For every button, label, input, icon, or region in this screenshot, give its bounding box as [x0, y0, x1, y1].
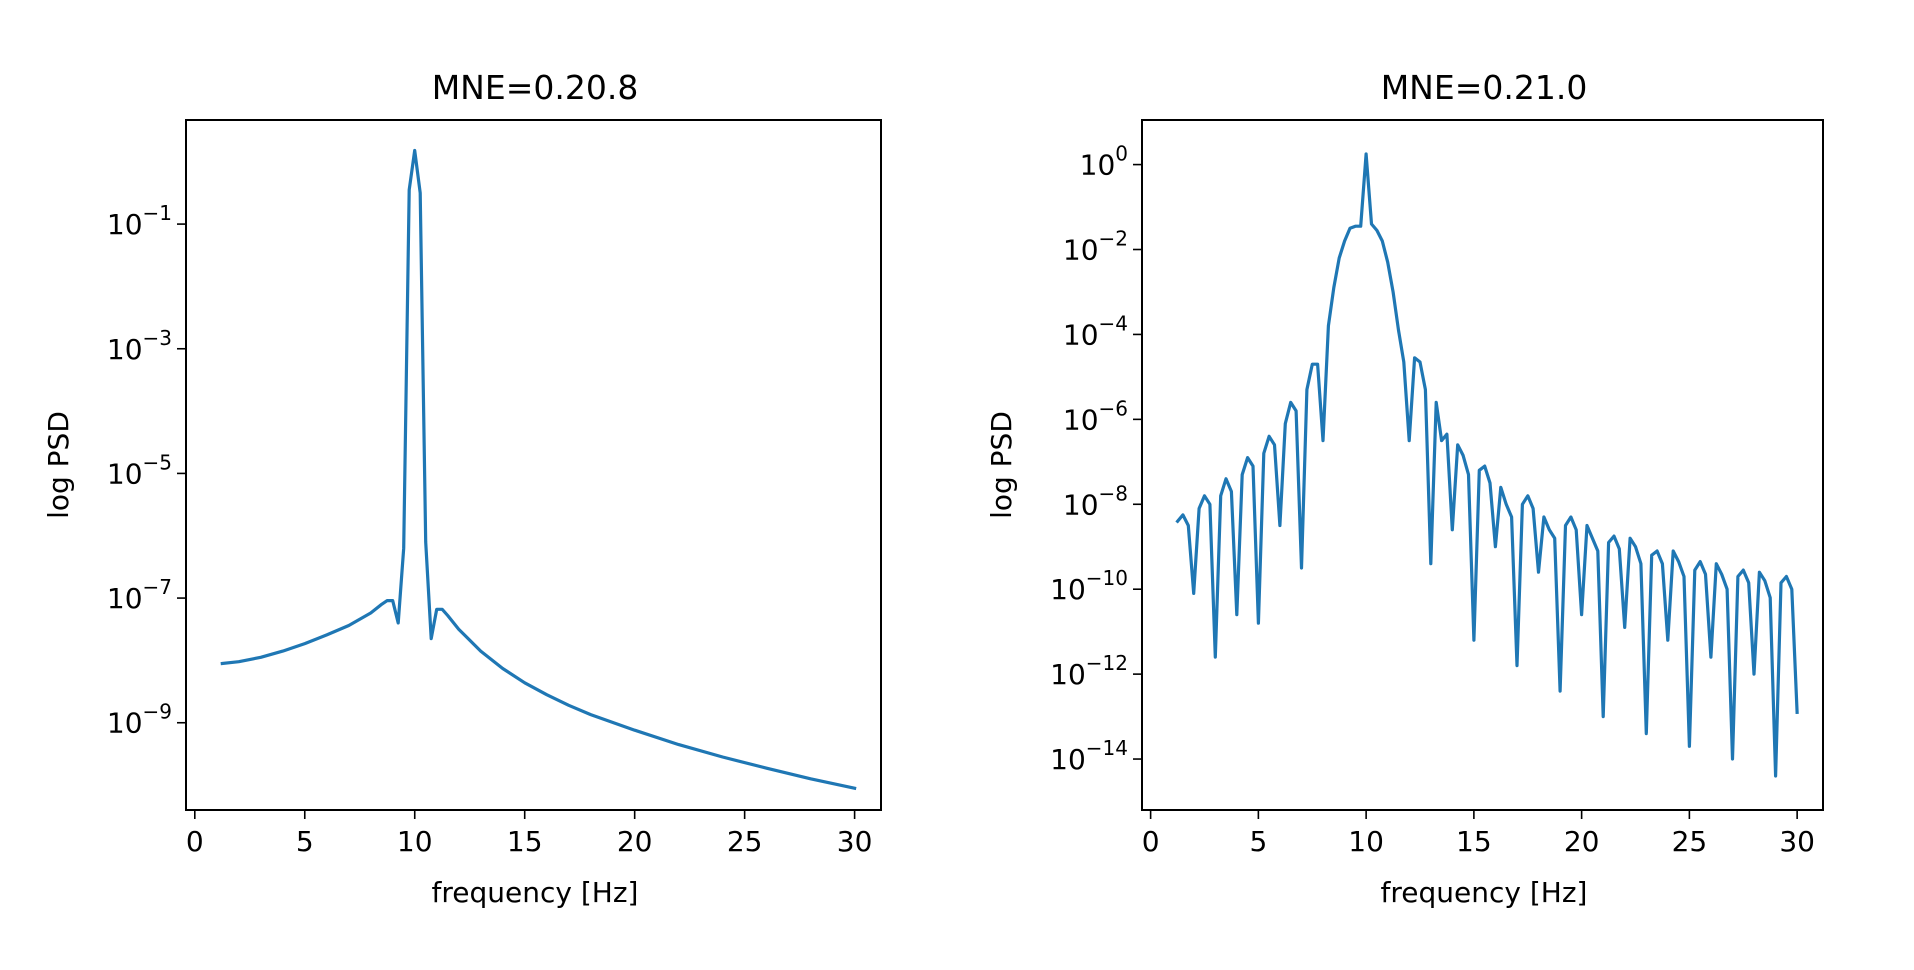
- right-y-tick-label: 10−10: [1050, 566, 1128, 606]
- right-x-tick-label: 25: [1672, 825, 1708, 858]
- right-y-tick-label: 100: [1080, 142, 1128, 182]
- right-y-tick-label: 10−4: [1063, 311, 1128, 351]
- left-x-tick-label: 25: [727, 825, 763, 858]
- left-x-tick-label: 30: [837, 825, 873, 858]
- left-y-tick-base: 10: [107, 707, 143, 740]
- left-axes-frame: [185, 119, 882, 811]
- left-y-tick-label: 10−5: [107, 450, 172, 490]
- left-x-axis-label: frequency [Hz]: [432, 876, 639, 909]
- right-y-tick-exponent: −10: [1086, 566, 1128, 590]
- left-y-tick-label: 10−9: [107, 700, 172, 740]
- left-y-tick-base: 10: [107, 333, 143, 366]
- left-y-tick-exponent: −5: [143, 450, 172, 474]
- right-x-axis-label: frequency [Hz]: [1381, 876, 1588, 909]
- right-y-tick-exponent: −4: [1099, 311, 1128, 335]
- left-x-tick-label: 20: [617, 825, 653, 858]
- right-series-line: [1175, 152, 1799, 778]
- right-x-tick-label: 5: [1249, 825, 1267, 858]
- right-y-tick-base: 10: [1063, 318, 1099, 351]
- right-y-tick-base: 10: [1050, 743, 1086, 776]
- left-x-tick-label: 10: [397, 825, 433, 858]
- right-axes-frame: [1141, 119, 1824, 811]
- right-plot-area: 0 5 10 15 20 25 3010010−210−410−610−810−1010−1…: [1050, 142, 1815, 858]
- right-x-tick-label: 10: [1348, 825, 1384, 858]
- right-y-tick-label: 10−2: [1063, 227, 1128, 267]
- left-y-tick-label: 10−7: [107, 575, 172, 615]
- left-y-tick-base: 10: [107, 457, 143, 490]
- right-y-tick-label: 10−14: [1050, 736, 1128, 776]
- right-y-tick-exponent: 0: [1115, 142, 1128, 166]
- left-y-tick-base: 10: [107, 582, 143, 615]
- right-y-tick-base: 10: [1063, 403, 1099, 436]
- right-y-tick-exponent: −2: [1099, 227, 1128, 251]
- right-y-tick-exponent: −12: [1086, 651, 1128, 675]
- left-y-tick-exponent: −9: [143, 700, 172, 724]
- right-y-axis-label: log PSD: [985, 411, 1018, 519]
- right-y-tick-exponent: −6: [1099, 396, 1128, 420]
- left-x-tick-label: 5: [296, 825, 314, 858]
- left-y-axis-label: log PSD: [42, 411, 75, 519]
- left-y-tick-label: 10−3: [107, 326, 172, 366]
- right-x-tick-label: 15: [1456, 825, 1492, 858]
- left-chart-title: MNE=0.20.8: [432, 68, 639, 107]
- left-series-line: [220, 148, 857, 791]
- right-y-tick-label: 10−8: [1063, 481, 1128, 521]
- left-x-tick-label: 0: [186, 825, 204, 858]
- right-y-tick-exponent: −14: [1086, 736, 1128, 760]
- right-y-tick-exponent: −8: [1099, 481, 1128, 505]
- left-y-tick-exponent: −1: [143, 201, 172, 225]
- right-y-tick-label: 10−6: [1063, 396, 1128, 436]
- right-y-tick-base: 10: [1050, 658, 1086, 691]
- right-x-tick-label: 20: [1564, 825, 1600, 858]
- left-x-tick-label: 15: [507, 825, 543, 858]
- left-y-tick-label: 10−1: [107, 201, 172, 241]
- left-y-tick-exponent: −3: [143, 326, 172, 350]
- left-y-tick-base: 10: [107, 208, 143, 241]
- right-y-tick-label: 10−12: [1050, 651, 1128, 691]
- right-x-tick-label: 0: [1142, 825, 1160, 858]
- left-panel: MNE=0.20.8 0 5 10 15 20 25 3010−110−310−510−71…: [42, 68, 882, 909]
- right-y-tick-base: 10: [1063, 234, 1099, 267]
- right-y-tick-base: 10: [1050, 573, 1086, 606]
- left-y-tick-exponent: −7: [143, 575, 172, 599]
- right-panel: MNE=0.21.0 0 5 10 15 20 25 3010010−210−410−610…: [985, 68, 1824, 909]
- right-y-tick-base: 10: [1080, 149, 1116, 182]
- right-y-tick-base: 10: [1063, 488, 1099, 521]
- right-chart-title: MNE=0.21.0: [1381, 68, 1588, 107]
- right-x-tick-label: 30: [1779, 825, 1815, 858]
